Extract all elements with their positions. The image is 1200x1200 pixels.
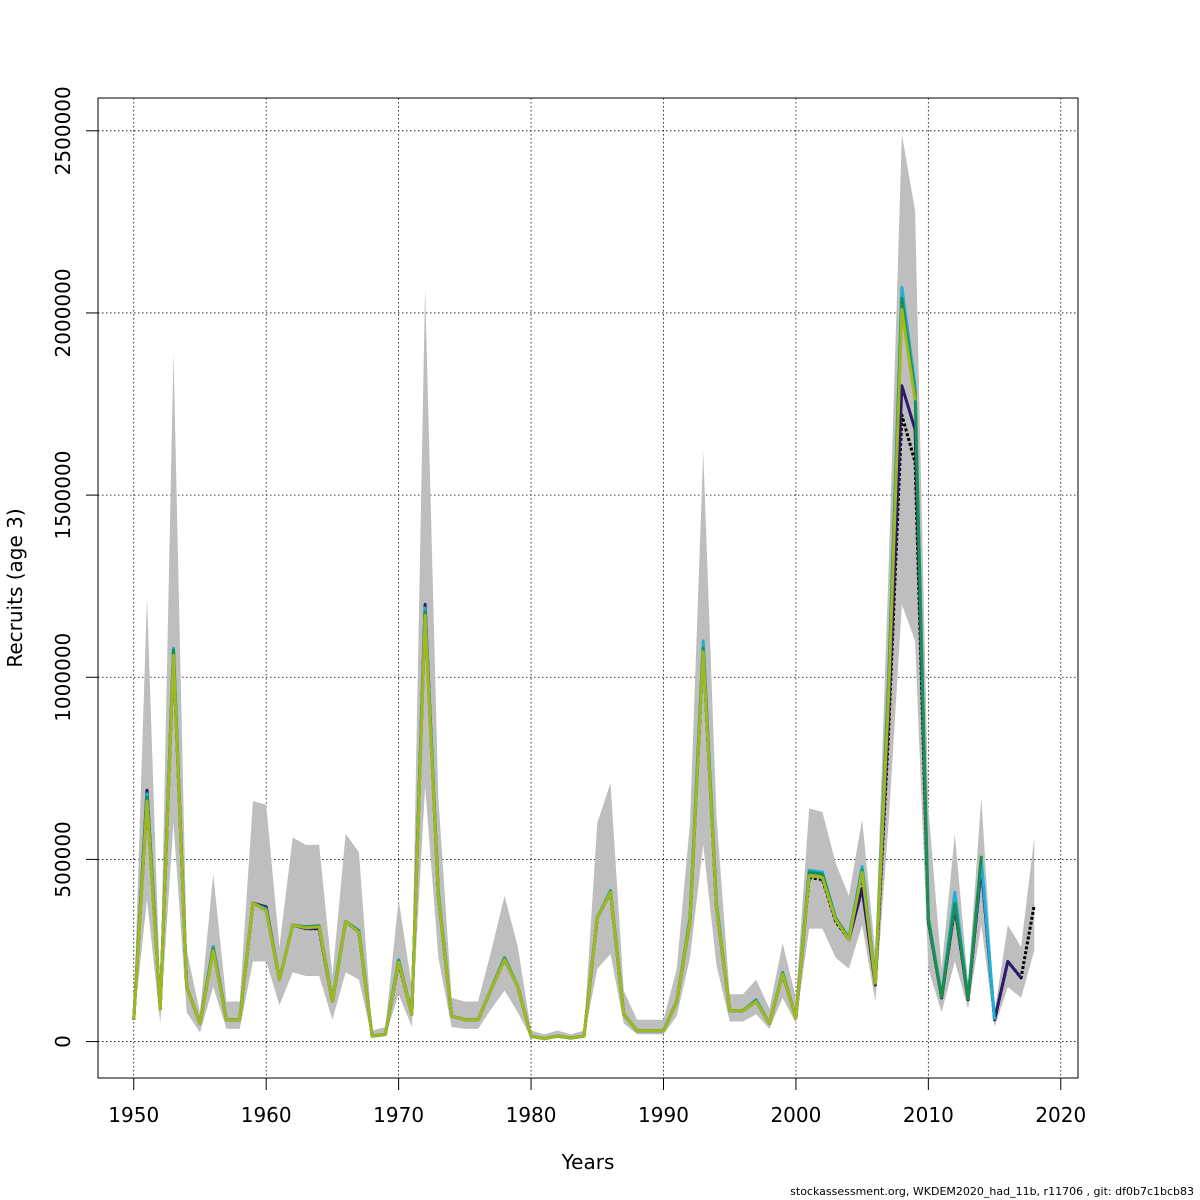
- x-axis-title: Years: [561, 1150, 615, 1174]
- series-lines: [132, 285, 1036, 1041]
- x-tick-label: 1950: [108, 1103, 159, 1127]
- x-tick-label: 1980: [506, 1103, 557, 1127]
- x-tick-label: 2000: [770, 1103, 821, 1127]
- y-axis-title: Recruits (age 3): [3, 508, 27, 667]
- y-tick-label: 1000000: [51, 633, 75, 722]
- confidence-band: [133, 134, 1035, 1040]
- footer-credit: stockassessment.org, WKDEM2020_had_11b, …: [790, 1185, 1194, 1198]
- y-tick-label: 2500000: [51, 86, 75, 175]
- y-tick-label: 1500000: [51, 451, 75, 540]
- y-tick-label: 2000000: [51, 268, 75, 357]
- x-tick-label: 1970: [373, 1103, 424, 1127]
- y-tick-label: 500000: [51, 821, 75, 897]
- x-tick-label: 1990: [638, 1103, 689, 1127]
- y-axis: 0 500000 1000000 1500000 2000000 2500000: [51, 86, 99, 1048]
- x-tick-label: 2010: [903, 1103, 954, 1127]
- x-tick-label: 1960: [241, 1103, 292, 1127]
- x-tick-label: 2020: [1035, 1103, 1086, 1127]
- y-tick-label: 0: [51, 1035, 75, 1048]
- series-line-5: [132, 307, 917, 1041]
- x-axis: 1950 1960 1970 1980 1990 2000 2010 2020: [108, 1077, 1086, 1127]
